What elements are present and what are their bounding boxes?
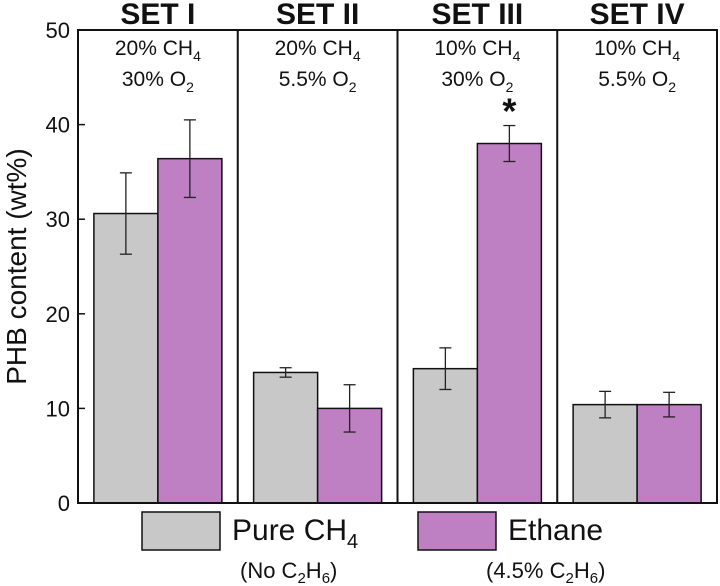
o2-condition-text: 30% O [122, 68, 186, 91]
legend-note-part: 6 [322, 570, 330, 586]
legend-label: Ethane [508, 514, 603, 547]
y-tick-label: 30 [46, 207, 70, 232]
set-title: SET II [276, 0, 359, 31]
o2-condition-text: 5.5% O [279, 68, 349, 91]
legend-label-subscript: 4 [347, 531, 358, 553]
ch4-condition: 10% CH4 [434, 37, 520, 64]
bar-set4-ethane [636, 403, 702, 504]
legend-note-part: 2 [565, 570, 573, 586]
error-bar [343, 384, 356, 433]
legend-swatch-pure-ch4 [141, 511, 221, 551]
legend-label-text: Ethane [508, 514, 603, 547]
o2-condition: 30% O2 [122, 68, 194, 95]
ch4-condition-subscript: 4 [193, 48, 201, 64]
ch4-condition-text: 10% CH [594, 37, 672, 60]
ch4-condition-subscript: 4 [672, 48, 680, 64]
legend-note-part: ) [330, 558, 337, 583]
y-axis-label: PHB content (wt%) [1, 148, 32, 385]
o2-condition: 5.5% O2 [598, 68, 676, 95]
legend-note: (No C2H6) [240, 558, 337, 586]
o2-condition-subscript: 2 [186, 79, 194, 95]
ch4-condition-text: 10% CH [434, 37, 512, 60]
error-bar [663, 391, 676, 418]
error-bar [439, 347, 452, 391]
legend-note-part: H [306, 558, 322, 583]
o2-condition-subscript: 2 [349, 79, 357, 95]
legend-note-part: H [574, 558, 590, 583]
error-bar [599, 390, 612, 419]
ch4-condition-subscript: 4 [513, 48, 521, 64]
ch4-condition: 10% CH4 [594, 37, 680, 64]
legend-note-part: ) [598, 558, 605, 583]
error-bar [183, 119, 196, 199]
set-title: SET I [120, 0, 195, 31]
legend-swatch-ethane [417, 511, 497, 551]
y-tick-label: 40 [46, 113, 70, 138]
o2-condition-text: 5.5% O [598, 68, 668, 91]
y-tick-label: 50 [46, 18, 70, 43]
ch4-condition: 20% CH4 [275, 37, 361, 64]
bar-set3-ethane [476, 142, 543, 504]
legend-note-part: 2 [297, 570, 305, 586]
legend-note: (4.5% C2H6) [486, 558, 605, 586]
o2-condition-subscript: 2 [506, 79, 514, 95]
o2-condition-subscript: 2 [668, 79, 676, 95]
legend-note-part: (4.5% C [486, 558, 566, 583]
set-title: SET III [432, 0, 524, 31]
legend-note-part: (No C [240, 558, 298, 583]
legend-label-text: Pure CH [232, 514, 347, 547]
bars: * [93, 91, 702, 504]
legend-label: Pure CH4 [232, 514, 358, 553]
set-title: SET IV [590, 0, 685, 31]
error-bar [503, 124, 516, 163]
y-axis: 0 10 20 30 40 50 [46, 18, 85, 516]
bar-set2-pure-ch4 [252, 371, 319, 504]
plot-frame [77, 29, 718, 504]
legend: Pure CH4(No C2H6)Ethane(4.5% C2H6) [141, 511, 605, 586]
bar-set1-ethane [157, 157, 223, 504]
legend-note-part: 6 [590, 570, 598, 586]
o2-condition: 30% O2 [441, 68, 513, 95]
bar-set1-pure-ch4 [93, 212, 159, 504]
o2-condition: 5.5% O2 [279, 68, 357, 95]
error-bar [119, 172, 132, 255]
y-tick-label: 0 [58, 491, 70, 516]
bar-set4-pure-ch4 [572, 403, 638, 504]
ch4-condition: 20% CH4 [115, 37, 201, 64]
y-tick-label: 20 [46, 302, 70, 327]
ch4-condition-subscript: 4 [353, 48, 361, 64]
ch4-condition-text: 20% CH [115, 37, 193, 60]
significance-marker: * [502, 91, 516, 132]
y-tick-label: 10 [46, 396, 70, 421]
o2-condition-text: 30% O [441, 68, 505, 91]
ch4-condition-text: 20% CH [275, 37, 353, 60]
error-bar [279, 367, 292, 378]
